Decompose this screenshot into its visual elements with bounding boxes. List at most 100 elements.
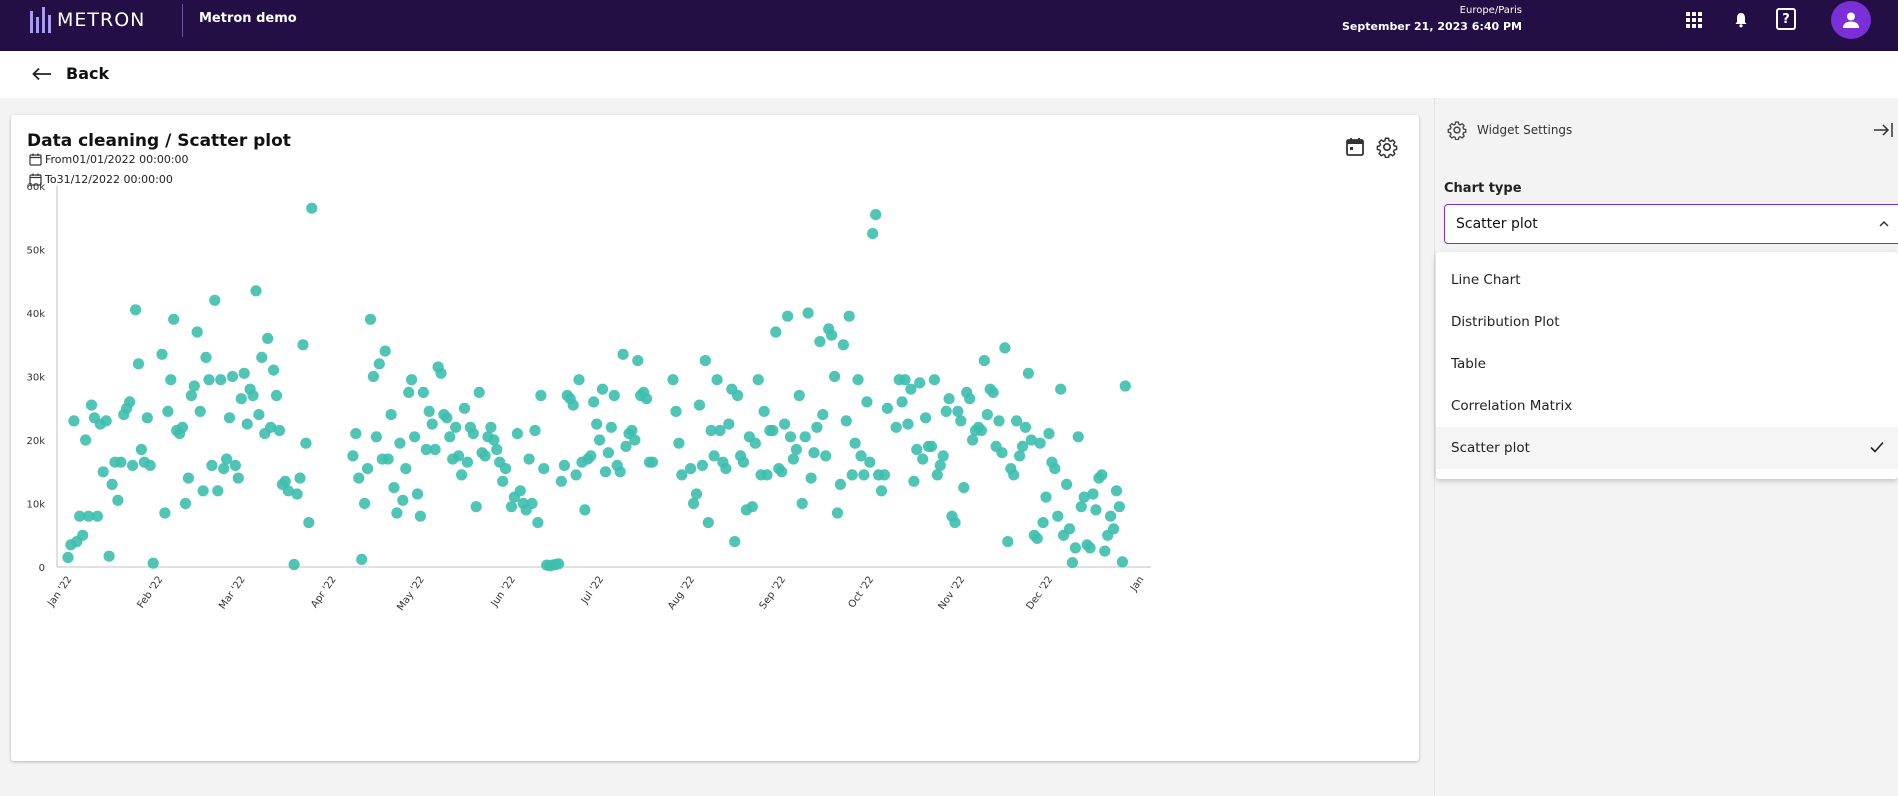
scatter-point xyxy=(203,374,215,386)
scatter-point xyxy=(1087,488,1099,500)
metron-logo[interactable]: METRON xyxy=(30,6,145,34)
scatter-point xyxy=(409,431,421,443)
scatter-point xyxy=(949,517,961,529)
scatter-point xyxy=(552,558,565,570)
scatter-point xyxy=(996,447,1008,459)
scatter-point xyxy=(420,443,432,456)
scatter-point xyxy=(861,396,873,408)
user-avatar-icon[interactable] xyxy=(1831,1,1871,39)
scatter-point xyxy=(1113,501,1125,513)
scatter-point xyxy=(247,389,259,402)
collapse-panel-icon[interactable] xyxy=(1873,122,1895,138)
timezone-label: Europe/Paris xyxy=(1459,5,1522,16)
scatter-point xyxy=(91,510,103,522)
scatter-point xyxy=(223,412,236,424)
scatter-point xyxy=(852,374,864,386)
x-tick-label: Jul '22 xyxy=(579,574,606,606)
x-tick-label: Mar '22 xyxy=(217,574,248,611)
scatter-point xyxy=(106,478,118,490)
scatter-point xyxy=(1019,421,1032,433)
date-range-calendar-icon[interactable] xyxy=(1344,136,1366,158)
scatter-point xyxy=(955,415,967,427)
scatter-point xyxy=(165,374,177,386)
y-tick-label: 10k xyxy=(26,500,45,511)
menu-item-table[interactable]: Table xyxy=(1451,356,1486,372)
scatter-point xyxy=(85,399,98,411)
menu-item-line-chart[interactable]: Line Chart xyxy=(1451,272,1521,288)
scatter-point xyxy=(62,551,74,564)
scatter-point xyxy=(761,469,773,481)
scatter-point xyxy=(235,393,247,405)
scatter-point xyxy=(1037,517,1049,529)
scatter-point xyxy=(179,497,192,510)
back-bar: Back xyxy=(0,51,1898,98)
settings-gear-icon xyxy=(1447,121,1467,140)
scatter-point xyxy=(820,450,832,462)
scatter-point xyxy=(135,443,147,456)
scatter-point xyxy=(920,412,932,424)
scatter-point xyxy=(256,351,268,363)
scatter-point xyxy=(981,409,993,421)
notifications-bell-icon[interactable] xyxy=(1731,10,1751,30)
x-tick-label: Oct '22 xyxy=(847,574,877,610)
chart-type-value: Scatter plot xyxy=(1456,216,1538,232)
scatter-point xyxy=(952,405,964,417)
chart-type-select[interactable]: Scatter plot xyxy=(1444,204,1898,244)
scatter-point xyxy=(1031,532,1043,544)
scatter-point xyxy=(708,450,720,462)
scatter-point xyxy=(875,485,888,497)
menu-item-scatter-plot[interactable]: Scatter plot xyxy=(1436,427,1898,469)
menu-item-correlation-matrix[interactable]: Correlation Matrix xyxy=(1451,398,1573,414)
scatter-point xyxy=(194,405,206,417)
scatter-point xyxy=(629,434,641,446)
help-icon[interactable]: ? xyxy=(1776,8,1796,30)
scatter-point xyxy=(567,399,579,411)
scatter-point xyxy=(1069,542,1081,554)
scatter-point xyxy=(1008,469,1020,481)
scatter-point xyxy=(212,485,224,497)
scatter-point xyxy=(864,456,876,468)
scatter-point xyxy=(362,463,374,475)
scatter-point xyxy=(144,459,156,471)
scatter-point xyxy=(999,342,1011,354)
scatter-point xyxy=(1110,485,1123,497)
scatter-point xyxy=(400,463,412,475)
scatter-point xyxy=(206,459,218,471)
scatter-point xyxy=(470,501,482,513)
scatter-point xyxy=(732,389,744,402)
menu-item-distribution-plot[interactable]: Distribution Plot xyxy=(1451,314,1560,330)
scatter-point xyxy=(306,202,318,214)
back-button[interactable]: Back xyxy=(32,64,109,83)
scatter-point xyxy=(599,466,612,478)
apps-grid-icon[interactable] xyxy=(1684,10,1704,30)
scatter-point xyxy=(103,550,115,562)
scatter-point xyxy=(849,437,861,449)
scatter-point xyxy=(1055,383,1067,395)
scatter-point xyxy=(1108,523,1120,535)
scatter-point xyxy=(200,351,212,363)
scatter-point xyxy=(1099,545,1111,557)
scatter-point xyxy=(373,358,385,370)
date-from: From01/01/2022 00:00:00 xyxy=(29,153,189,166)
scatter-point xyxy=(705,424,717,437)
scatter-point xyxy=(221,453,233,465)
scatter-point xyxy=(858,469,870,481)
scatter-point xyxy=(364,313,377,325)
scatter-point xyxy=(676,469,688,481)
scatter-point xyxy=(453,450,465,462)
scatter-point xyxy=(720,463,732,475)
scatter-point xyxy=(585,450,597,462)
scatter-point xyxy=(1096,469,1108,481)
widget-settings-gear-icon[interactable] xyxy=(1376,136,1398,159)
scatter-point xyxy=(811,421,823,433)
scatter-point xyxy=(1063,523,1076,535)
scatter-point xyxy=(931,469,943,481)
chevron-up-icon xyxy=(1879,220,1889,227)
y-tick-label: 50k xyxy=(26,246,45,257)
scatter-point xyxy=(497,475,509,487)
scatter-point xyxy=(614,466,626,478)
scatter-point xyxy=(185,389,197,402)
y-tick-label: 20k xyxy=(26,436,45,447)
scatter-point xyxy=(685,463,697,475)
scatter-point xyxy=(905,383,917,395)
